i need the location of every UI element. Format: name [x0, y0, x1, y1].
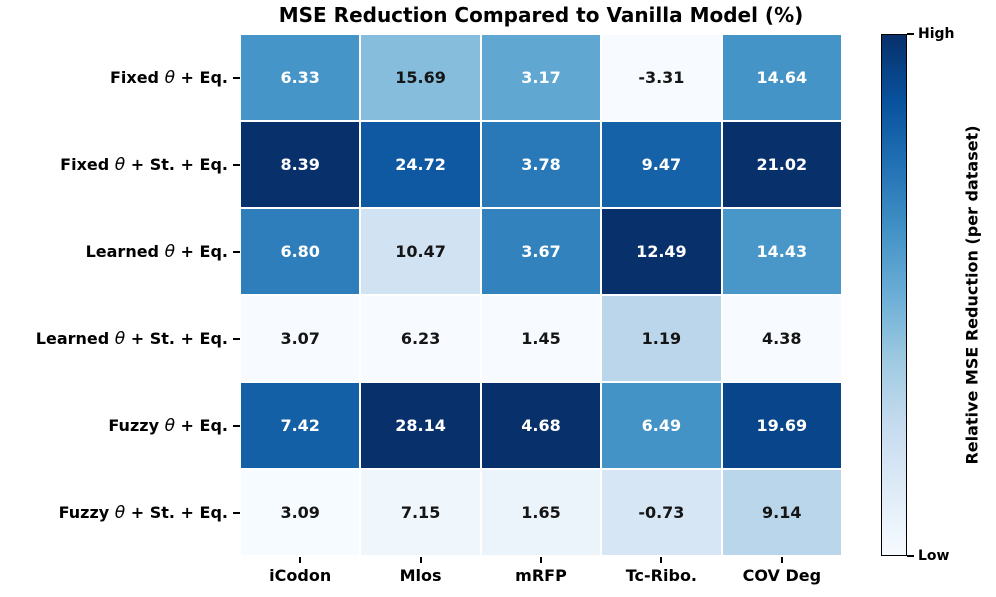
column-label: mRFP	[515, 566, 567, 585]
heatmap-cell: 1.65	[481, 470, 601, 555]
y-tick	[233, 163, 240, 166]
row-label: Learned θ + Eq.	[85, 241, 228, 262]
colorbar-tick	[907, 33, 914, 35]
y-tick	[233, 337, 240, 340]
x-tick	[419, 557, 422, 563]
heatmap-cell: 3.09	[241, 470, 360, 555]
heatmap-cell: 15.69	[361, 35, 480, 120]
heatmap-cell: 28.14	[361, 383, 480, 468]
row-label: Fuzzy θ + Eq.	[108, 415, 228, 436]
y-axis-labels: Fixed θ + Eq. Fixed θ + St. + Eq. Learned …	[0, 34, 240, 556]
heatmap-cell: -0.73	[602, 470, 721, 555]
colorbar-tick	[907, 555, 914, 557]
chart-title: MSE Reduction Compared to Vanilla Model …	[278, 3, 804, 27]
y-tick	[233, 76, 240, 79]
heatmap-cell: -3.31	[602, 35, 721, 120]
x-axis-labels: iCodon Mlos mRFP Tc-Ribo. COV Deg	[240, 566, 842, 590]
heatmap-cell: 1.19	[602, 296, 721, 381]
column-label: COV Deg	[742, 566, 822, 585]
heatmap-cell: 14.43	[722, 209, 841, 294]
y-tick	[233, 250, 240, 253]
heatmap-cell: 8.39	[241, 122, 360, 207]
x-tick	[660, 557, 663, 563]
heatmap-cell: 1.45	[481, 296, 601, 381]
heatmap-cell: 6.33	[241, 35, 360, 120]
heatmap-cell: 3.67	[481, 209, 601, 294]
heatmap-cell: 7.42	[241, 383, 360, 468]
column-label: Tc-Ribo.	[625, 566, 698, 585]
column-label: iCodon	[269, 566, 332, 585]
y-tick	[233, 424, 240, 427]
heatmap-cell: 7.15	[361, 470, 480, 555]
row-label: Fixed θ + St. + Eq.	[60, 154, 228, 175]
x-tick	[780, 557, 783, 563]
heatmap-cell: 9.47	[602, 122, 721, 207]
heatmap-cell: 21.02	[722, 122, 841, 207]
heatmap-cell: 6.23	[361, 296, 480, 381]
heatmap-cell: 9.14	[722, 470, 841, 555]
y-tick	[233, 511, 240, 514]
heatmap-cell: 3.78	[481, 122, 601, 207]
heatmap-cell: 14.64	[722, 35, 841, 120]
heatmap-grid: 6.33 15.69 3.17 -3.31 14.64 8.39 24.72 3.78 9.47…	[240, 34, 842, 556]
colorbar-low-label: Low	[918, 548, 950, 564]
heatmap-cell: 4.38	[722, 296, 841, 381]
heatmap-cell: 12.49	[602, 209, 721, 294]
row-label: Learned θ + St. + Eq.	[35, 328, 228, 349]
column-label: Mlos	[399, 566, 442, 585]
heatmap-cell: 19.69	[722, 383, 841, 468]
heatmap-cell: 6.49	[602, 383, 721, 468]
row-label: Fuzzy θ + St. + Eq.	[58, 502, 228, 523]
heatmap-cell: 3.17	[481, 35, 601, 120]
heatmap-cell: 10.47	[361, 209, 480, 294]
colorbar-high-label: High	[918, 26, 955, 42]
row-label: Fixed θ + Eq.	[109, 67, 228, 88]
x-tick	[299, 557, 302, 563]
heatmap-cell: 3.07	[241, 296, 360, 381]
heatmap-cell: 6.80	[241, 209, 360, 294]
colorbar-gradient	[881, 34, 907, 556]
colorbar-axis-label: Relative MSE Reduction (per dataset)	[962, 125, 982, 465]
heatmap-cell: 4.68	[481, 383, 601, 468]
heatmap-cell: 24.72	[361, 122, 480, 207]
x-tick	[540, 557, 542, 563]
